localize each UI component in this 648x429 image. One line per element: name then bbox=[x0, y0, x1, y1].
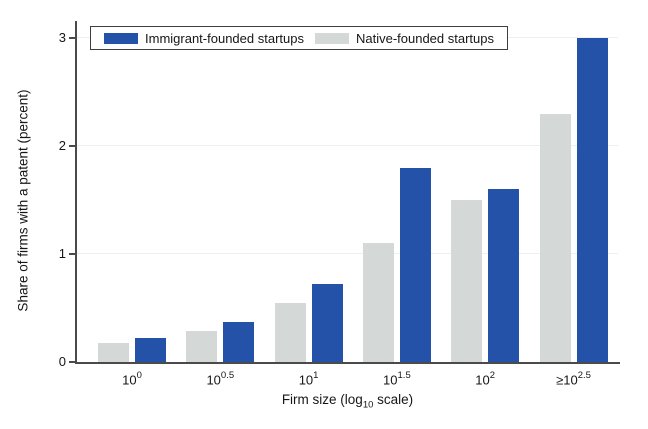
x-axis-title-sub: 10 bbox=[362, 399, 374, 411]
bar-immigrant-founded-startups bbox=[223, 322, 255, 362]
bar-native-founded-startups bbox=[451, 200, 483, 362]
y-axis-title: Share of firms with a patent (percent) bbox=[15, 89, 31, 312]
y-tick-1 bbox=[69, 253, 75, 255]
legend-item-immigrant-founded-startups: Immigrant-founded startups bbox=[104, 31, 304, 46]
y-tick-label-2: 2 bbox=[58, 138, 66, 153]
legend-label-immigrant-founded-startups: Immigrant-founded startups bbox=[145, 30, 304, 46]
gridline-y-2 bbox=[77, 145, 618, 146]
y-tick-3 bbox=[69, 37, 75, 39]
y-axis-line bbox=[75, 21, 77, 364]
y-tick-label-0: 0 bbox=[58, 354, 66, 369]
bar-native-founded-startups bbox=[98, 342, 129, 362]
bar-immigrant-founded-startups bbox=[576, 38, 608, 362]
gridline-y-1 bbox=[77, 253, 618, 254]
legend-swatch-immigrant-founded-startups bbox=[104, 32, 138, 44]
x-tick-label-10-2: 102 bbox=[475, 370, 496, 388]
bar-native-founded-startups bbox=[539, 113, 571, 362]
exponent: 2 bbox=[489, 370, 496, 381]
x-tick-label-10-1: 101 bbox=[298, 370, 319, 388]
bar-immigrant-founded-startups bbox=[399, 167, 431, 362]
bar-native-founded-startups bbox=[362, 243, 394, 362]
x-axis-title-post: scale) bbox=[373, 392, 414, 407]
y-tick-label-1: 1 bbox=[58, 246, 66, 261]
x-axis-title: Firm size (log10 scale) bbox=[77, 392, 618, 411]
exponent: 2.5 bbox=[577, 370, 591, 381]
legend-item-native-founded-startups: Native-founded startups bbox=[314, 30, 494, 46]
x-tick-label-10-1-5: 101.5 bbox=[383, 370, 411, 388]
legend-swatch-native-founded-startups bbox=[314, 32, 349, 44]
bar-native-founded-startups bbox=[186, 330, 218, 362]
bar-immigrant-founded-startups bbox=[488, 189, 520, 362]
y-tick-label-3: 3 bbox=[58, 30, 66, 45]
exponent: 1.5 bbox=[397, 370, 411, 381]
x-tick-label-10-0-5: 100.5 bbox=[206, 370, 235, 388]
exponent: 0.5 bbox=[220, 370, 235, 381]
y-tick-0 bbox=[69, 361, 75, 363]
x-tick-label-10-2-5: ≥102.5 bbox=[556, 370, 591, 388]
bar-immigrant-founded-startups bbox=[311, 284, 343, 362]
bar-native-founded-startups bbox=[274, 302, 306, 362]
x-tick-label-10-0: 100 bbox=[122, 370, 142, 388]
y-tick-2 bbox=[69, 145, 75, 147]
x-axis-line bbox=[75, 362, 620, 364]
exponent: 1 bbox=[313, 370, 319, 381]
bar-immigrant-founded-startups bbox=[135, 338, 166, 362]
legend: Immigrant-founded startups Native-founded… bbox=[90, 26, 508, 50]
x-axis-title-pre: Firm size (log bbox=[281, 392, 363, 407]
legend-label-native-founded-startups: Native-founded startups bbox=[355, 30, 494, 46]
exponent: 0 bbox=[136, 370, 142, 381]
